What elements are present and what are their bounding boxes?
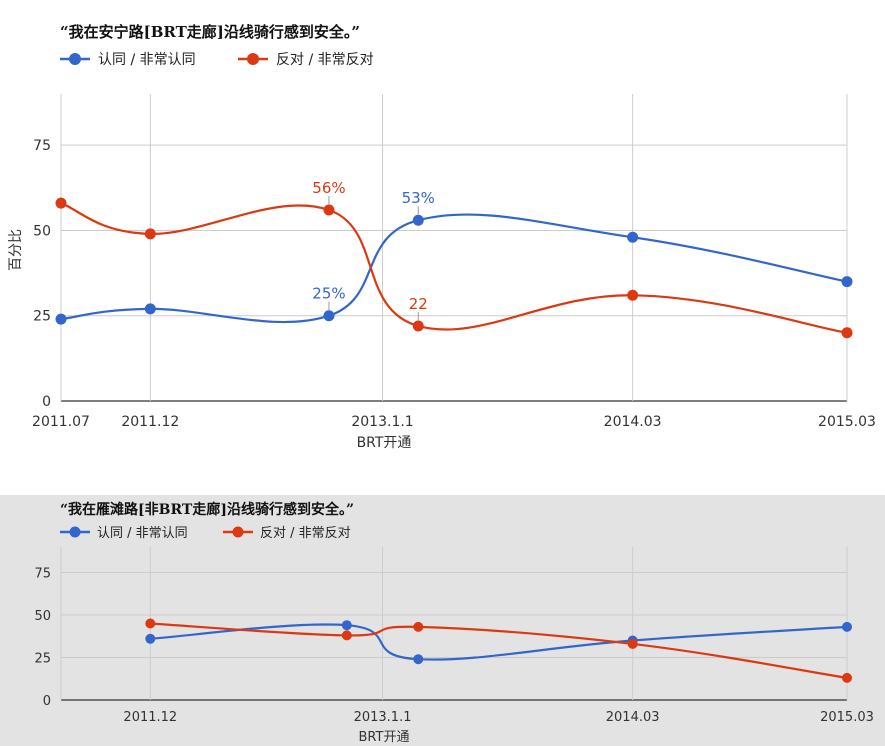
data-label: 22: [409, 295, 428, 313]
data-point: [341, 620, 352, 631]
y-tick-label: 75: [33, 138, 51, 154]
legend-dot-agree: [69, 53, 81, 65]
y-tick-label: 25: [33, 309, 51, 325]
chart-1-background: [0, 0, 885, 470]
y-tick-label: 75: [34, 567, 51, 582]
data-point: [144, 303, 156, 315]
data-point: [627, 638, 638, 649]
chart-1-grid: [60, 94, 848, 402]
data-point: [145, 633, 156, 644]
y-tick-label: 25: [34, 652, 51, 667]
chart-2-legend: 认同 / 非常认同 反对 / 非常反对: [60, 526, 351, 541]
data-point: [55, 313, 67, 325]
x-tick-label: 2013.1.1: [351, 414, 413, 430]
y-tick-label: 0: [42, 394, 51, 410]
legend-label-disagree: 反对 / 非常反对: [276, 52, 374, 68]
data-point: [145, 618, 156, 629]
data-point: [841, 327, 853, 339]
chart-2-tick-labels: 0 25 50 75 2011.12 2013.1.1 2014.03 2015.03: [34, 567, 873, 726]
data-point: [323, 204, 335, 216]
data-label: 25%: [312, 285, 345, 303]
data-point: [841, 276, 853, 288]
x-tick-label: 2015.03: [818, 414, 876, 430]
data-point: [842, 672, 852, 683]
data-point: [323, 310, 335, 322]
legend-label-agree-2: 认同 / 非常认同: [97, 526, 188, 541]
legend-label-disagree-2: 反对 / 非常反对: [260, 526, 351, 541]
x-tick-label: 2014.03: [606, 710, 660, 725]
chart-1-y-axis-title: 百分比: [8, 229, 24, 271]
data-label: 53%: [402, 189, 435, 207]
chart-1-points: [55, 197, 853, 339]
data-label: 56%: [312, 179, 345, 197]
data-point: [413, 654, 424, 665]
x-tick-label: 2011.07: [32, 414, 90, 430]
chart-1-annotations: 25% 53% 56% 22: [312, 179, 435, 321]
chart-2: “我在雁滩路[非BRT走廊]沿线骑行感到安全。” 认同 / 非常认同 反对 / …: [0, 495, 885, 746]
chart-1-x-axis-title: BRT开通: [357, 435, 412, 451]
data-point: [55, 197, 67, 209]
x-tick-label: 2011.12: [123, 710, 177, 725]
x-tick-label: 2013.1.1: [354, 710, 412, 725]
chart-2-points: [145, 618, 852, 683]
x-tick-label: 2011.12: [121, 414, 179, 430]
chart-2-title: “我在雁滩路[非BRT走廊]沿线骑行感到安全。”: [60, 501, 354, 518]
x-tick-label: 2014.03: [604, 414, 662, 430]
legend-dot-disagree-2: [232, 526, 244, 538]
chart-1-title: “我在安宁路[BRT走廊]沿线骑行感到安全。”: [60, 23, 360, 41]
data-point: [412, 320, 424, 332]
chart-2-grid: [60, 547, 848, 701]
data-point: [412, 214, 424, 226]
data-point: [842, 621, 852, 632]
data-point: [627, 289, 639, 301]
data-point: [627, 231, 639, 243]
x-tick-label: 2015.03: [820, 710, 874, 725]
chart-1-legend: 认同 / 非常认同 反对 / 非常反对: [60, 52, 374, 68]
chart-2-x-axis-title: BRT开通: [359, 730, 410, 745]
legend-dot-agree-2: [69, 526, 81, 538]
chart-1-tick-labels: 0 25 50 75 2011.07 2011.12 2013.1.1 2014.03 2015…: [32, 138, 876, 430]
data-point: [341, 630, 352, 641]
y-tick-label: 50: [34, 609, 51, 624]
y-tick-label: 0: [43, 694, 51, 709]
legend-label-agree: 认同 / 非常认同: [98, 52, 196, 68]
data-point: [413, 621, 424, 632]
chart-1: “我在安宁路[BRT走廊]沿线骑行感到安全。” 认同 / 非常认同 反对 / 非…: [0, 0, 885, 470]
data-point: [144, 228, 156, 240]
y-tick-label: 50: [33, 223, 51, 239]
legend-dot-disagree: [247, 53, 259, 65]
